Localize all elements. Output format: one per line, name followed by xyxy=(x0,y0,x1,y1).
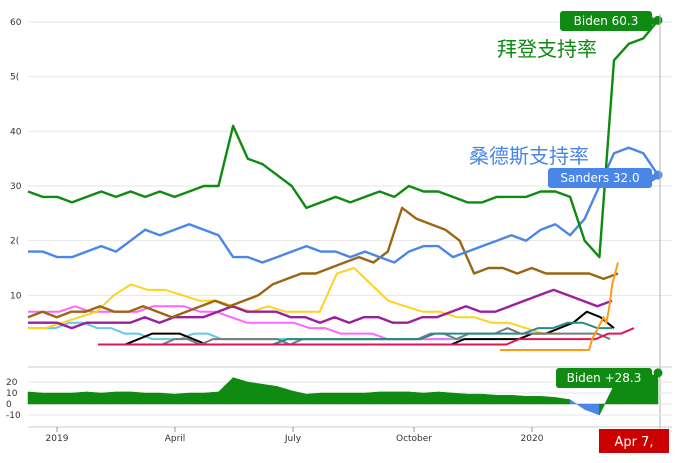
margin-area-segment xyxy=(555,397,571,405)
sanders-badge-text: Sanders 32.0 xyxy=(560,171,639,185)
margin-area-segment xyxy=(86,391,102,405)
margin-area-segment xyxy=(115,391,131,405)
y-tick-label: 0 xyxy=(6,400,12,410)
y-tick-label: 10 xyxy=(6,389,18,399)
margin-area-segment xyxy=(350,392,366,405)
x-tick-label: July xyxy=(284,434,302,444)
y-tick-label: 20 xyxy=(6,378,18,388)
main-chart-series xyxy=(27,15,663,351)
margin-area-segment xyxy=(27,391,43,405)
series-line-yellow xyxy=(28,267,560,335)
margin-area-segment xyxy=(71,391,87,405)
y-tick-label: 60 xyxy=(10,18,22,28)
margin-area-segment xyxy=(232,377,249,405)
series-line-magenta xyxy=(28,288,613,330)
margin-area-segment xyxy=(174,392,190,405)
x-tick-label: April xyxy=(165,434,186,444)
margin-area-segment xyxy=(335,392,351,405)
margin-area-segment xyxy=(203,391,219,405)
margin-area-segment xyxy=(320,392,336,405)
biden-badge: Biden 60.3 xyxy=(560,11,658,31)
margin-area-segment xyxy=(452,392,468,405)
margin-area-segment xyxy=(525,396,542,405)
margin-area-segment xyxy=(379,391,395,405)
margin-area-segment xyxy=(130,391,146,405)
series-line-orange xyxy=(500,262,619,351)
series-line-red xyxy=(98,327,635,346)
margin-area-segment xyxy=(511,394,527,405)
margin-area-segment xyxy=(408,391,424,405)
margin-area-segment xyxy=(276,386,292,405)
margin-area-segment xyxy=(540,396,556,405)
series-line-sanders xyxy=(28,146,659,264)
y-tick-label: 5( xyxy=(10,73,19,83)
series-line-biden xyxy=(27,19,659,259)
margin-area-segment xyxy=(262,383,278,405)
margin-badge: Biden +28.3 xyxy=(556,368,658,388)
margin-end-marker xyxy=(653,368,663,378)
biden-support-label: 拜登支持率 xyxy=(497,37,597,61)
y-tick-label: 30 xyxy=(10,182,22,192)
x-tick-label: October xyxy=(396,434,432,444)
margin-area-segment xyxy=(467,393,483,405)
margin-area-segment xyxy=(569,399,585,410)
margin-area-segment xyxy=(584,403,600,416)
current-date-label: Apr 7, xyxy=(599,429,669,453)
margin-area-segment xyxy=(599,385,615,416)
margin-area-segment xyxy=(247,381,263,405)
margin-area-segment xyxy=(306,392,322,405)
margin-area-segment xyxy=(481,393,498,405)
biden-badge-text: Biden 60.3 xyxy=(574,14,639,28)
sanders-badge: Sanders 32.0 xyxy=(548,168,658,188)
x-tick-label: 2019 xyxy=(46,434,69,444)
series-line-orange_brown xyxy=(27,206,619,319)
margin-area-segment xyxy=(101,391,117,405)
margin-area-segment xyxy=(394,391,410,405)
main-chart-y-ticks: 60 5( 40 30 2( 10 xyxy=(10,18,22,301)
y-tick-label: 40 xyxy=(10,127,22,137)
margin-area-segment xyxy=(496,394,512,405)
margin-area-segment xyxy=(42,392,58,405)
margin-area-segment xyxy=(364,391,380,405)
margin-area-segment xyxy=(423,391,439,405)
series-line-pink xyxy=(28,305,450,341)
series-line-cyan xyxy=(28,321,470,341)
y-tick-label: -10 xyxy=(6,411,21,421)
margin-area-segment xyxy=(144,392,161,405)
y-tick-label: 2( xyxy=(10,237,19,247)
margin-area-segment xyxy=(188,392,205,405)
current-date-text: Apr 7, xyxy=(614,435,653,450)
margin-area-segment xyxy=(437,391,454,405)
margin-area-segment xyxy=(57,392,73,405)
sanders-support-label: 桑德斯支持率 xyxy=(469,144,589,168)
margin-area-segment xyxy=(159,392,175,405)
x-axis: 2019 April July October 2020 xyxy=(28,426,672,444)
x-tick-label: 2020 xyxy=(521,434,544,444)
margin-badge-text: Biden +28.3 xyxy=(567,371,642,385)
y-tick-label: 10 xyxy=(10,291,22,301)
